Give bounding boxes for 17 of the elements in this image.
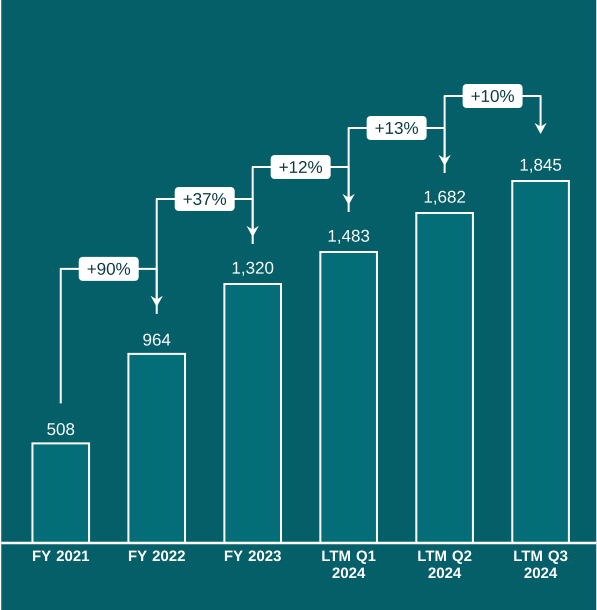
annotation: +37% (183, 192, 226, 206)
data-label: 1,845 (520, 158, 561, 173)
data-label: 1,483 (328, 230, 369, 244)
data-label: 1,682 (424, 190, 465, 205)
x-tick-label: FY 2023 (224, 550, 281, 562)
data-label: 1,320 (232, 262, 274, 276)
x-tick-label: LTM Q1 2024 (322, 550, 376, 578)
x-tick-label: LTM Q2 2024 (418, 550, 472, 578)
text: +13% (375, 122, 418, 134)
x-tick-label: FY 2022 (128, 550, 185, 562)
annotation: +90% (87, 262, 130, 275)
x-tick-label: LTM Q3 2024 (514, 550, 568, 578)
text: +12% (279, 161, 322, 174)
text: +10% (471, 90, 514, 102)
data-label: 964 (143, 334, 170, 346)
data-label: 508 (47, 423, 74, 436)
x-tick-label: FY 2021 (32, 550, 89, 562)
